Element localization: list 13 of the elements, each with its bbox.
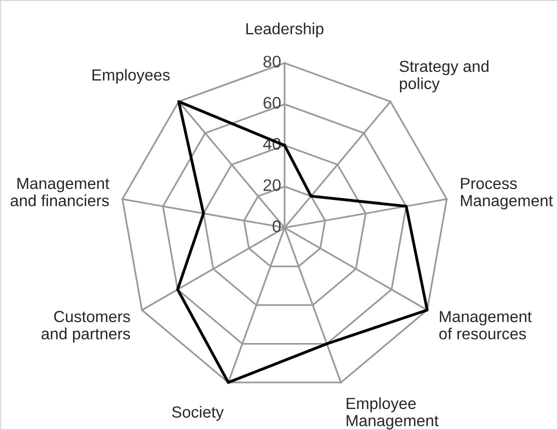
spoke-label: Society — [172, 406, 224, 421]
y-tick-label: 60 — [264, 96, 281, 109]
y-tick-label: 0 — [272, 220, 281, 232]
spoke-label: Strategy and policy — [400, 60, 488, 92]
spoke-label: Process Management — [461, 178, 553, 210]
y-tick-label: 20 — [264, 179, 281, 192]
spoke-label: Management of resources — [439, 311, 532, 340]
spoke-label: Management and financiers — [10, 178, 110, 206]
spoke-label: Leadership — [246, 22, 324, 38]
spoke-label: Employee Management — [346, 397, 439, 430]
spoke-label: Customers and partners — [42, 310, 130, 343]
y-tick-label: 80 — [263, 56, 281, 68]
spoke-label: Employees — [92, 68, 170, 84]
